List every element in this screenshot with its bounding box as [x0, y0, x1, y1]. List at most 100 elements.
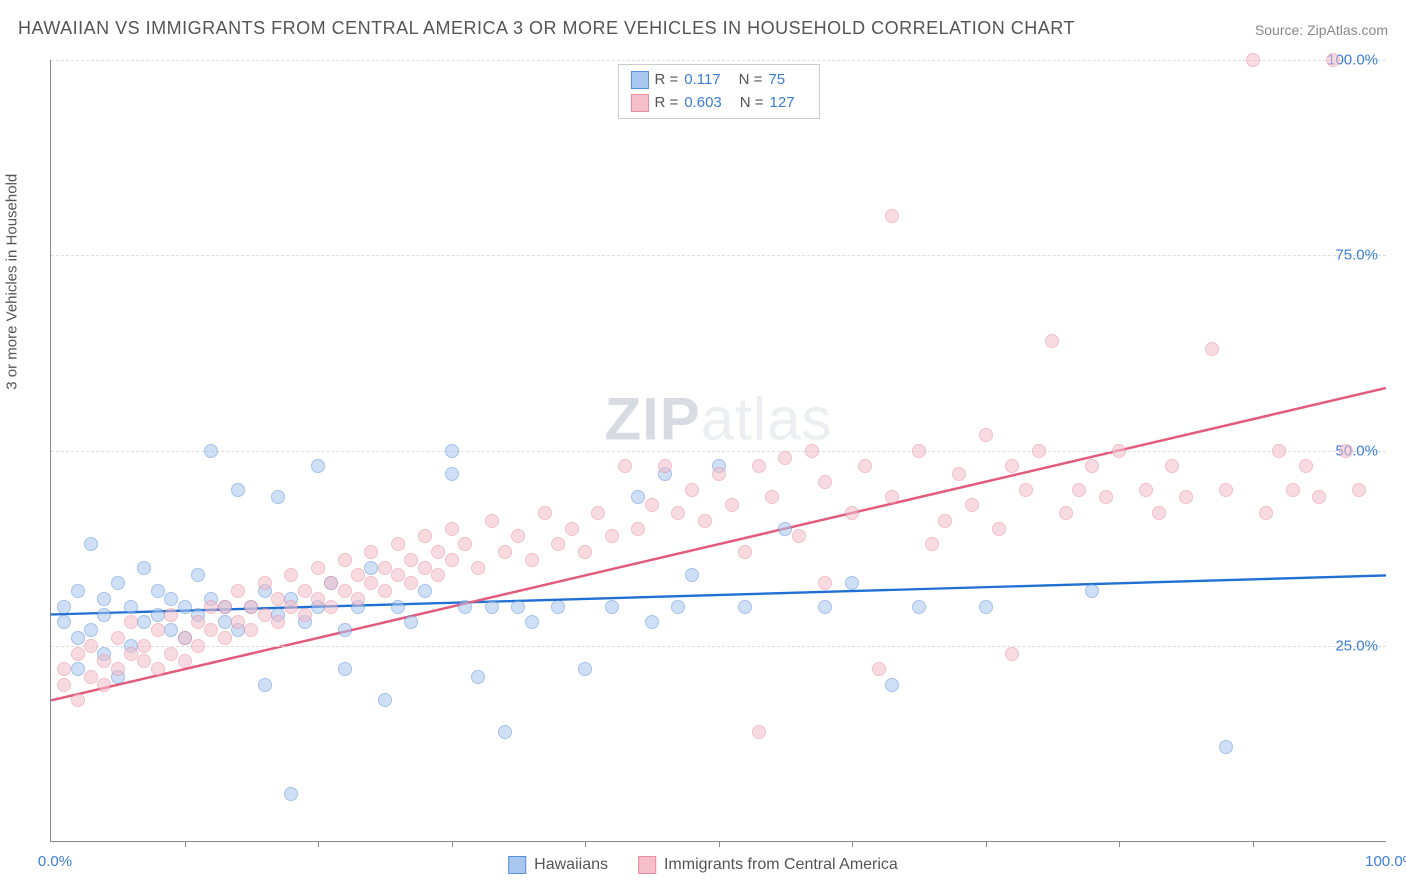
data-point: [311, 459, 325, 473]
data-point: [485, 514, 499, 528]
data-point: [137, 654, 151, 668]
data-point: [258, 576, 272, 590]
data-point: [298, 608, 312, 622]
data-point: [378, 584, 392, 598]
data-point: [645, 615, 659, 629]
data-point: [391, 600, 405, 614]
data-point: [725, 498, 739, 512]
data-point: [1152, 506, 1166, 520]
data-point: [431, 568, 445, 582]
data-point: [71, 693, 85, 707]
data-point: [258, 608, 272, 622]
data-point: [511, 529, 525, 543]
data-point: [97, 608, 111, 622]
data-point: [1019, 483, 1033, 497]
data-point: [1179, 490, 1193, 504]
data-point: [578, 545, 592, 559]
r-value-hawaiians: 0.117: [684, 69, 720, 92]
gridline: [51, 60, 1386, 61]
data-point: [57, 600, 71, 614]
data-point: [164, 647, 178, 661]
swatch-hawaiians: [508, 856, 526, 874]
legend-row-hawaiians: R = 0.117 N = 75: [630, 69, 806, 92]
data-point: [565, 522, 579, 536]
data-point: [364, 545, 378, 559]
data-point: [137, 561, 151, 575]
data-point: [992, 522, 1006, 536]
data-point: [445, 522, 459, 536]
data-point: [979, 428, 993, 442]
data-point: [1352, 483, 1366, 497]
data-point: [71, 631, 85, 645]
y-tick-label: 75.0%: [1335, 247, 1378, 264]
data-point: [204, 623, 218, 637]
trend-line: [51, 388, 1386, 700]
data-point: [525, 553, 539, 567]
swatch-immigrants: [630, 94, 648, 112]
data-point: [164, 623, 178, 637]
data-point: [752, 725, 766, 739]
data-point: [137, 639, 151, 653]
data-point: [338, 553, 352, 567]
data-point: [284, 568, 298, 582]
data-point: [364, 576, 378, 590]
data-point: [404, 576, 418, 590]
data-point: [151, 608, 165, 622]
data-point: [1339, 444, 1353, 458]
data-point: [378, 693, 392, 707]
watermark-bold: ZIP: [604, 386, 700, 453]
data-point: [1072, 483, 1086, 497]
data-point: [845, 506, 859, 520]
data-point: [818, 576, 832, 590]
data-point: [364, 561, 378, 575]
data-point: [338, 584, 352, 598]
data-point: [1219, 483, 1233, 497]
data-point: [191, 639, 205, 653]
data-point: [578, 662, 592, 676]
data-point: [231, 483, 245, 497]
data-point: [84, 623, 98, 637]
data-point: [765, 490, 779, 504]
data-point: [97, 592, 111, 606]
data-point: [204, 444, 218, 458]
y-axis-label: 3 or more Vehicles in Household: [4, 174, 21, 390]
data-point: [498, 545, 512, 559]
data-point: [631, 490, 645, 504]
data-point: [1165, 459, 1179, 473]
data-point: [551, 537, 565, 551]
data-point: [1045, 334, 1059, 348]
data-point: [124, 647, 138, 661]
data-point: [1099, 490, 1113, 504]
data-point: [151, 662, 165, 676]
chart-title: HAWAIIAN VS IMMIGRANTS FROM CENTRAL AMER…: [18, 18, 1075, 39]
data-point: [311, 561, 325, 575]
data-point: [164, 608, 178, 622]
data-point: [952, 467, 966, 481]
data-point: [324, 600, 338, 614]
watermark: ZIPatlas: [604, 385, 832, 454]
data-point: [671, 506, 685, 520]
x-tick-mark: [986, 841, 987, 847]
data-point: [244, 600, 258, 614]
data-point: [351, 592, 365, 606]
data-point: [845, 576, 859, 590]
data-point: [445, 444, 459, 458]
n-value-hawaiians: 75: [768, 69, 785, 92]
data-point: [124, 615, 138, 629]
data-point: [458, 600, 472, 614]
data-point: [551, 600, 565, 614]
data-point: [818, 475, 832, 489]
data-point: [1326, 53, 1340, 67]
data-point: [1085, 584, 1099, 598]
data-point: [271, 490, 285, 504]
data-point: [404, 553, 418, 567]
data-point: [1259, 506, 1273, 520]
data-point: [631, 522, 645, 536]
data-point: [218, 615, 232, 629]
x-tick-mark: [719, 841, 720, 847]
data-point: [1205, 342, 1219, 356]
data-point: [338, 662, 352, 676]
data-point: [378, 561, 392, 575]
data-point: [605, 600, 619, 614]
legend-label-immigrants: Immigrants from Central America: [664, 856, 898, 874]
